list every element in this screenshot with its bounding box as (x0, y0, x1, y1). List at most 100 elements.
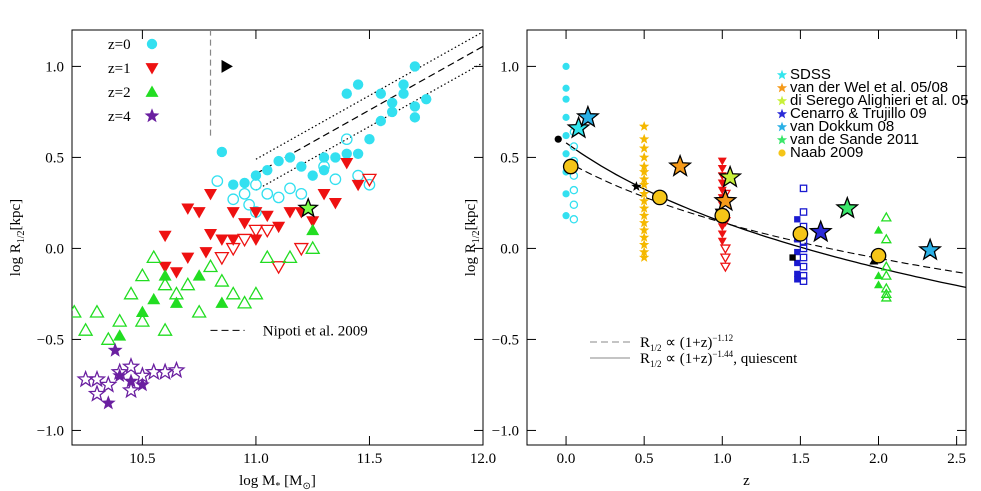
label-part: log M (239, 473, 275, 489)
x-tick-label: 0.5 (635, 451, 654, 467)
marker (386, 106, 398, 118)
label-part: 1/2 (650, 359, 662, 369)
marker (776, 95, 788, 106)
marker (329, 173, 342, 186)
marker (271, 261, 287, 275)
marker (352, 79, 364, 90)
marker (562, 190, 570, 198)
marker (135, 305, 149, 318)
marker (799, 271, 808, 280)
marker (776, 108, 788, 119)
marker (306, 223, 320, 236)
marker (562, 212, 570, 220)
marker (239, 177, 250, 189)
marker (113, 329, 127, 341)
y-axis-label: log R1/2[kpc] (463, 199, 482, 276)
annotation: Nipoti et al. 2009 (263, 323, 368, 339)
marker (639, 210, 650, 220)
marker (639, 217, 650, 228)
marker (169, 296, 183, 308)
label-part: ∝ (1+z) (662, 335, 713, 351)
marker (639, 224, 650, 235)
marker (776, 82, 788, 93)
label-part: 1/2 (650, 343, 662, 353)
marker (284, 182, 296, 195)
marker (123, 286, 139, 300)
marker (273, 155, 284, 167)
marker (243, 198, 255, 211)
legend-label: van der Wel et al. 05/08 (790, 79, 948, 96)
y-tick-label: −0.5 (492, 332, 519, 348)
x-tick-label: 11.0 (243, 451, 269, 467)
marker (351, 179, 365, 192)
marker (880, 211, 892, 222)
marker (361, 173, 378, 188)
marker (215, 296, 229, 308)
marker (714, 207, 731, 224)
y-tick-label: 1.0 (45, 59, 64, 75)
marker (340, 133, 353, 146)
marker (318, 160, 330, 173)
marker (409, 61, 421, 72)
marker (261, 187, 274, 200)
marker (305, 240, 321, 254)
marker (144, 108, 160, 123)
marker (214, 251, 230, 266)
marker (789, 254, 796, 261)
marker (717, 157, 727, 166)
marker (409, 112, 421, 123)
fit-legend-text: R1/2 ∝ (1+z)−1.44, quiescent (640, 349, 798, 369)
marker (133, 366, 152, 384)
marker (87, 369, 107, 388)
marker (717, 230, 727, 239)
label-part: 1/2 (16, 230, 27, 243)
x-tick-label: 11.5 (357, 451, 383, 467)
marker (794, 276, 801, 283)
marker (191, 304, 207, 318)
y-tick-label: −0.5 (37, 332, 64, 348)
marker (569, 142, 579, 151)
label-part: log R (463, 243, 479, 276)
y-tick-label: −1.0 (492, 423, 519, 439)
marker (100, 395, 116, 410)
legend-label: van de Sande 2011 (790, 131, 919, 148)
marker (306, 216, 320, 228)
marker (296, 161, 307, 172)
marker (107, 342, 123, 357)
label-part: ] (311, 473, 316, 489)
marker (121, 357, 141, 375)
marker (317, 188, 331, 201)
marker (575, 104, 600, 128)
line (255, 62, 484, 191)
marker (569, 185, 579, 195)
marker (297, 196, 320, 218)
marker (562, 84, 570, 92)
marker (134, 267, 151, 282)
marker (562, 150, 570, 158)
x-tick-label: 2.5 (947, 451, 966, 467)
marker (214, 273, 230, 287)
marker (375, 88, 387, 99)
marker (799, 262, 808, 271)
marker (167, 360, 186, 379)
marker (168, 286, 185, 300)
marker (639, 166, 650, 177)
marker (341, 88, 352, 99)
marker (639, 173, 650, 184)
marker (72, 304, 82, 318)
label-part: −1.12 (712, 333, 733, 343)
marker (566, 115, 591, 139)
marker (158, 261, 172, 274)
marker (236, 295, 253, 309)
marker (216, 146, 228, 158)
marker (421, 93, 432, 105)
marker (192, 207, 206, 219)
marker (799, 244, 808, 253)
marker (717, 164, 727, 173)
marker (639, 246, 650, 257)
marker (78, 322, 94, 336)
marker (259, 224, 275, 239)
label-part: * (275, 481, 280, 491)
marker (226, 234, 240, 246)
marker (776, 121, 788, 132)
